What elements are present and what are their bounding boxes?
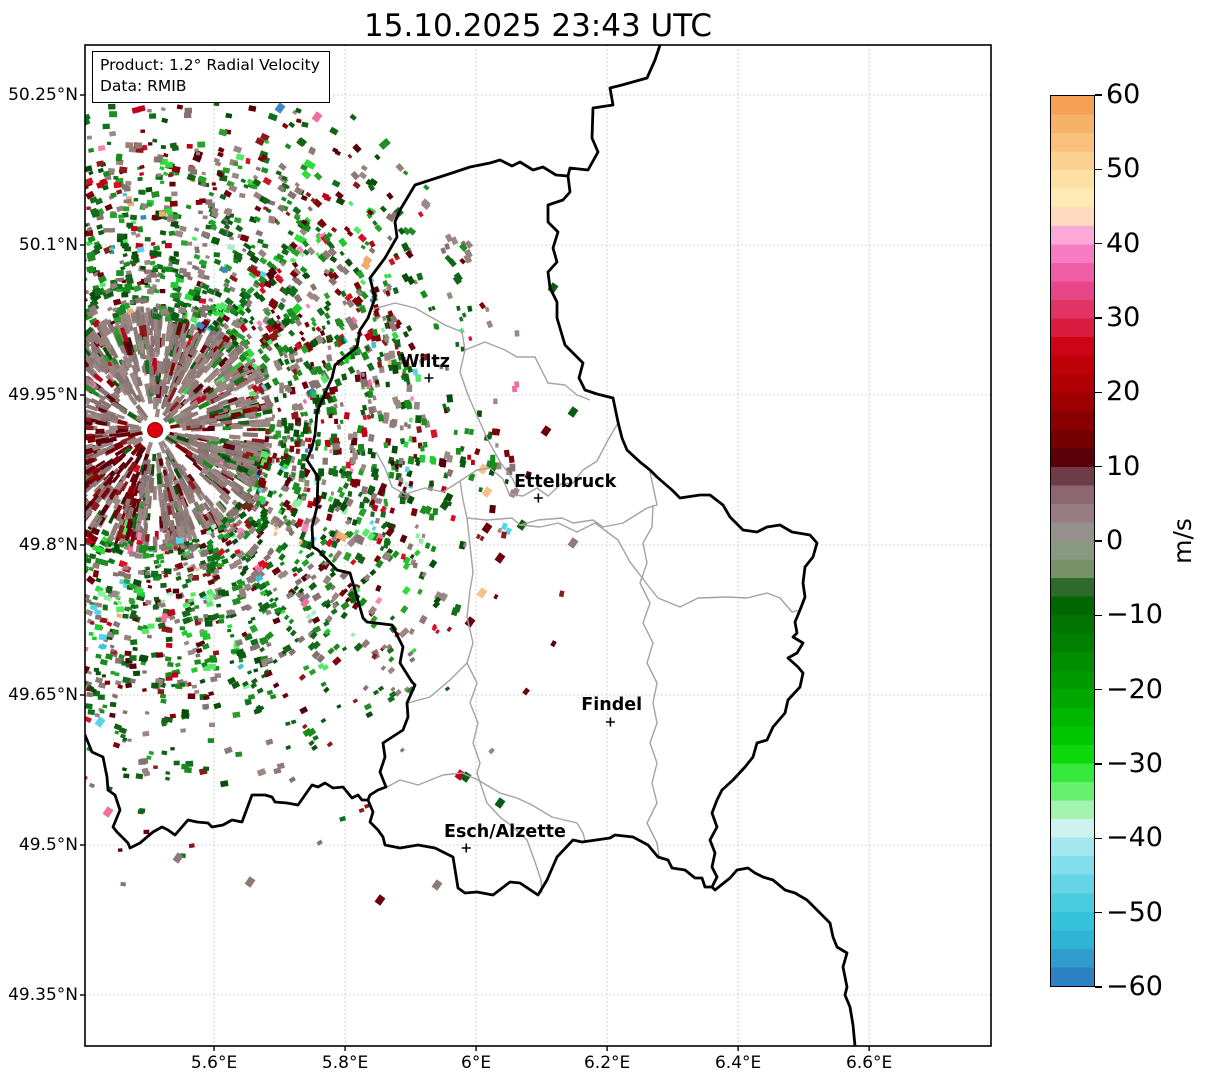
- x-tick-label: 5.6°E: [190, 1053, 238, 1073]
- city-label: Ettelbruck: [514, 472, 617, 492]
- colorbar-tick-mark: [1095, 911, 1102, 914]
- colorbar-tick-label: 60: [1106, 79, 1141, 110]
- colorbar-gradient: [1050, 95, 1095, 987]
- colorbar-tick-label: 10: [1106, 450, 1141, 482]
- city-marker: [424, 373, 434, 383]
- district-borders: [369, 302, 801, 894]
- x-tick-label: 5.8°E: [321, 1053, 369, 1073]
- data-source-line: Data: RMIB: [100, 77, 187, 95]
- y-tick-label: 50.25°N: [8, 85, 78, 105]
- colorbar-tick-label: 50: [1106, 153, 1141, 185]
- x-tick-label: 6.4°E: [714, 1053, 762, 1073]
- radar-echo-layer: [85, 70, 579, 906]
- colorbar-tick-label: 20: [1106, 376, 1141, 408]
- y-tick-label: 49.35°N: [8, 985, 78, 1005]
- x-tick-label: 6°E: [461, 1053, 492, 1073]
- y-tick-label: 49.5°N: [18, 835, 78, 855]
- colorbar-tick-mark: [1095, 391, 1102, 394]
- colorbar-tick-label: −20: [1106, 673, 1163, 705]
- colorbar-tick-mark: [1095, 242, 1102, 245]
- city-marker: [461, 843, 471, 853]
- y-tick-label: 49.8°N: [18, 535, 78, 555]
- x-tick-label: 6.6°E: [846, 1053, 893, 1073]
- grid-lines: [85, 45, 991, 1046]
- city-label: Esch/Alzette: [444, 822, 566, 842]
- city-marker: [533, 493, 543, 503]
- colorbar-tick-label: −40: [1106, 822, 1163, 854]
- y-tick-label: 49.95°N: [8, 385, 78, 405]
- colorbar-tick-mark: [1095, 763, 1102, 765]
- city-label: Findel: [581, 695, 642, 715]
- x-tick-label: 6.2°E: [583, 1053, 631, 1073]
- colorbar-tick-mark: [1095, 317, 1102, 319]
- colorbar-tick-mark: [1095, 614, 1102, 617]
- product-info-line: Product: 1.2° Radial Velocity: [100, 56, 320, 74]
- colorbar-tick-mark: [1095, 465, 1102, 468]
- colorbar-tick-mark: [1095, 837, 1102, 840]
- colorbar-tick-mark: [1095, 94, 1102, 96]
- colorbar-tick-label: −60: [1106, 971, 1163, 1002]
- plot-title: 15.10.2025 23:43 UTC: [364, 8, 712, 44]
- country-borders: [85, 45, 857, 1046]
- colorbar-tick-label: 0: [1106, 525, 1124, 556]
- city-marker: [605, 717, 615, 727]
- product-info-box: Product: 1.2° Radial Velocity Data: RMIB: [92, 51, 330, 103]
- colorbar-tick-mark: [1095, 168, 1102, 171]
- city-layer: Wiltz Ettelbruck Findel Esch/Alzette: [400, 352, 642, 853]
- colorbar-tick-mark: [1095, 540, 1102, 542]
- colorbar-tick-mark: [1095, 986, 1102, 988]
- y-tick-label: 50.1°N: [18, 235, 78, 255]
- radar-site-marker: [142, 417, 169, 443]
- map-layers: Wiltz Ettelbruck Findel Esch/Alzette: [85, 45, 991, 1046]
- colorbar-tick-label: 40: [1106, 227, 1141, 259]
- colorbar-tick-label: −30: [1106, 748, 1163, 779]
- y-tick-label: 49.65°N: [8, 685, 78, 705]
- axis-tick-marks: [80, 94, 870, 1051]
- city-label: Wiltz: [400, 352, 450, 372]
- colorbar-tick-label: −10: [1106, 599, 1163, 631]
- colorbar-tick-label: 30: [1106, 302, 1141, 333]
- colorbar-tick-label: −50: [1106, 896, 1163, 928]
- colorbar-tick-mark: [1095, 688, 1102, 691]
- colorbar-unit-label: m/s: [1168, 518, 1197, 564]
